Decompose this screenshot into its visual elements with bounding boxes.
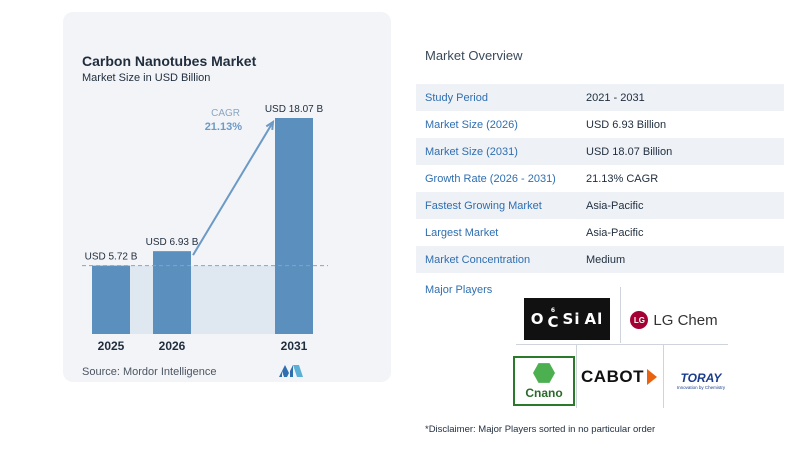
- table-row: Growth Rate (2026 - 2031) 21.13% CAGR: [416, 165, 784, 192]
- row-value: Asia-Pacific: [586, 199, 644, 212]
- logo-divider: [620, 287, 621, 343]
- ocsial-c-sup: 6: [550, 307, 557, 314]
- overview-title: Market Overview: [425, 48, 523, 63]
- ocsial-al: Al: [584, 310, 604, 328]
- arrow-icon: [646, 369, 657, 385]
- ocsial-si: Si: [562, 310, 581, 328]
- row-label: Growth Rate (2026 - 2031): [425, 172, 556, 185]
- bar-chart: USD 5.72 B 2025 USD 6.93 B 2026 USD 18.07 B 2…: [82, 104, 328, 353]
- ocsial-c: C: [547, 313, 560, 331]
- cagr-label: CAGR: [211, 108, 240, 119]
- row-label: Market Size (2031): [425, 145, 518, 158]
- toray-tagline: Innovation by Chemistry: [676, 384, 726, 390]
- hexagon-icon: [533, 363, 555, 383]
- toray-text: TORAY: [680, 370, 722, 385]
- x-tick-label: 2031: [281, 339, 308, 353]
- logo-divider: [576, 344, 577, 408]
- row-value: 21.13% CAGR: [586, 172, 659, 185]
- bar: [92, 265, 130, 334]
- cnano-text: Cnano: [525, 386, 563, 400]
- cabot-text: CABOT: [581, 367, 644, 386]
- lg-chem-text: LG Chem: [653, 311, 718, 329]
- disclaimer: *Disclaimer: Major Players sorted in no …: [425, 424, 656, 435]
- row-label: Study Period: [425, 91, 488, 104]
- table-row: Market Concentration Medium: [416, 246, 784, 273]
- logo-divider: [516, 344, 728, 345]
- shaded-region: [130, 265, 275, 334]
- ocsial-o: O: [530, 310, 545, 328]
- overview-table: Study Period 2021 - 2031 Market Size (202…: [416, 84, 784, 273]
- data-label: USD 18.07 B: [265, 104, 324, 115]
- bar: [275, 118, 313, 334]
- table-row: Study Period 2021 - 2031: [416, 84, 784, 111]
- x-tick-label: 2025: [98, 339, 125, 353]
- row-label: Market Concentration: [425, 253, 531, 266]
- cnano-logo: Cnano: [513, 356, 575, 406]
- data-label: USD 6.93 B: [146, 237, 199, 248]
- row-label: Market Size (2026): [425, 118, 518, 131]
- row-value: USD 6.93 Billion: [586, 118, 667, 131]
- row-value: USD 18.07 Billion: [586, 145, 673, 158]
- table-row: Fastest Growing Market Asia-Pacific: [416, 192, 784, 219]
- row-label: Largest Market: [425, 226, 499, 239]
- data-label: USD 5.72 B: [85, 252, 138, 263]
- source-note: Source: Mordor Intelligence: [82, 366, 217, 378]
- lg-chem-logo: LG LG Chem: [626, 300, 722, 340]
- table-row: Market Size (2026) USD 6.93 Billion: [416, 111, 784, 138]
- row-label: Fastest Growing Market: [425, 199, 542, 212]
- cagr-value: 21.13%: [205, 121, 243, 133]
- logo-divider: [663, 344, 664, 408]
- chart-subtitle: Market Size in USD Billion: [82, 72, 211, 84]
- cagr-arrow-head: [265, 120, 275, 131]
- lg-face-icon: LG: [630, 311, 649, 329]
- table-row: Largest Market Asia-Pacific: [416, 219, 784, 246]
- cagr-arrow-line: [192, 121, 274, 256]
- mordor-logo-icon: [279, 365, 303, 377]
- toray-logo: TORAY Innovation by Chemistry: [668, 362, 734, 398]
- cabot-logo: CABOT: [578, 352, 660, 402]
- bar: [153, 251, 191, 334]
- x-tick-label: 2026: [159, 339, 186, 353]
- major-players-label: Major Players: [425, 284, 493, 296]
- chart-title: Carbon Nanotubes Market: [82, 53, 257, 69]
- row-value: Medium: [586, 253, 626, 266]
- row-value: Asia-Pacific: [586, 226, 644, 239]
- table-row: Market Size (2031) USD 18.07 Billion: [416, 138, 784, 165]
- row-value: 2021 - 2031: [586, 91, 645, 104]
